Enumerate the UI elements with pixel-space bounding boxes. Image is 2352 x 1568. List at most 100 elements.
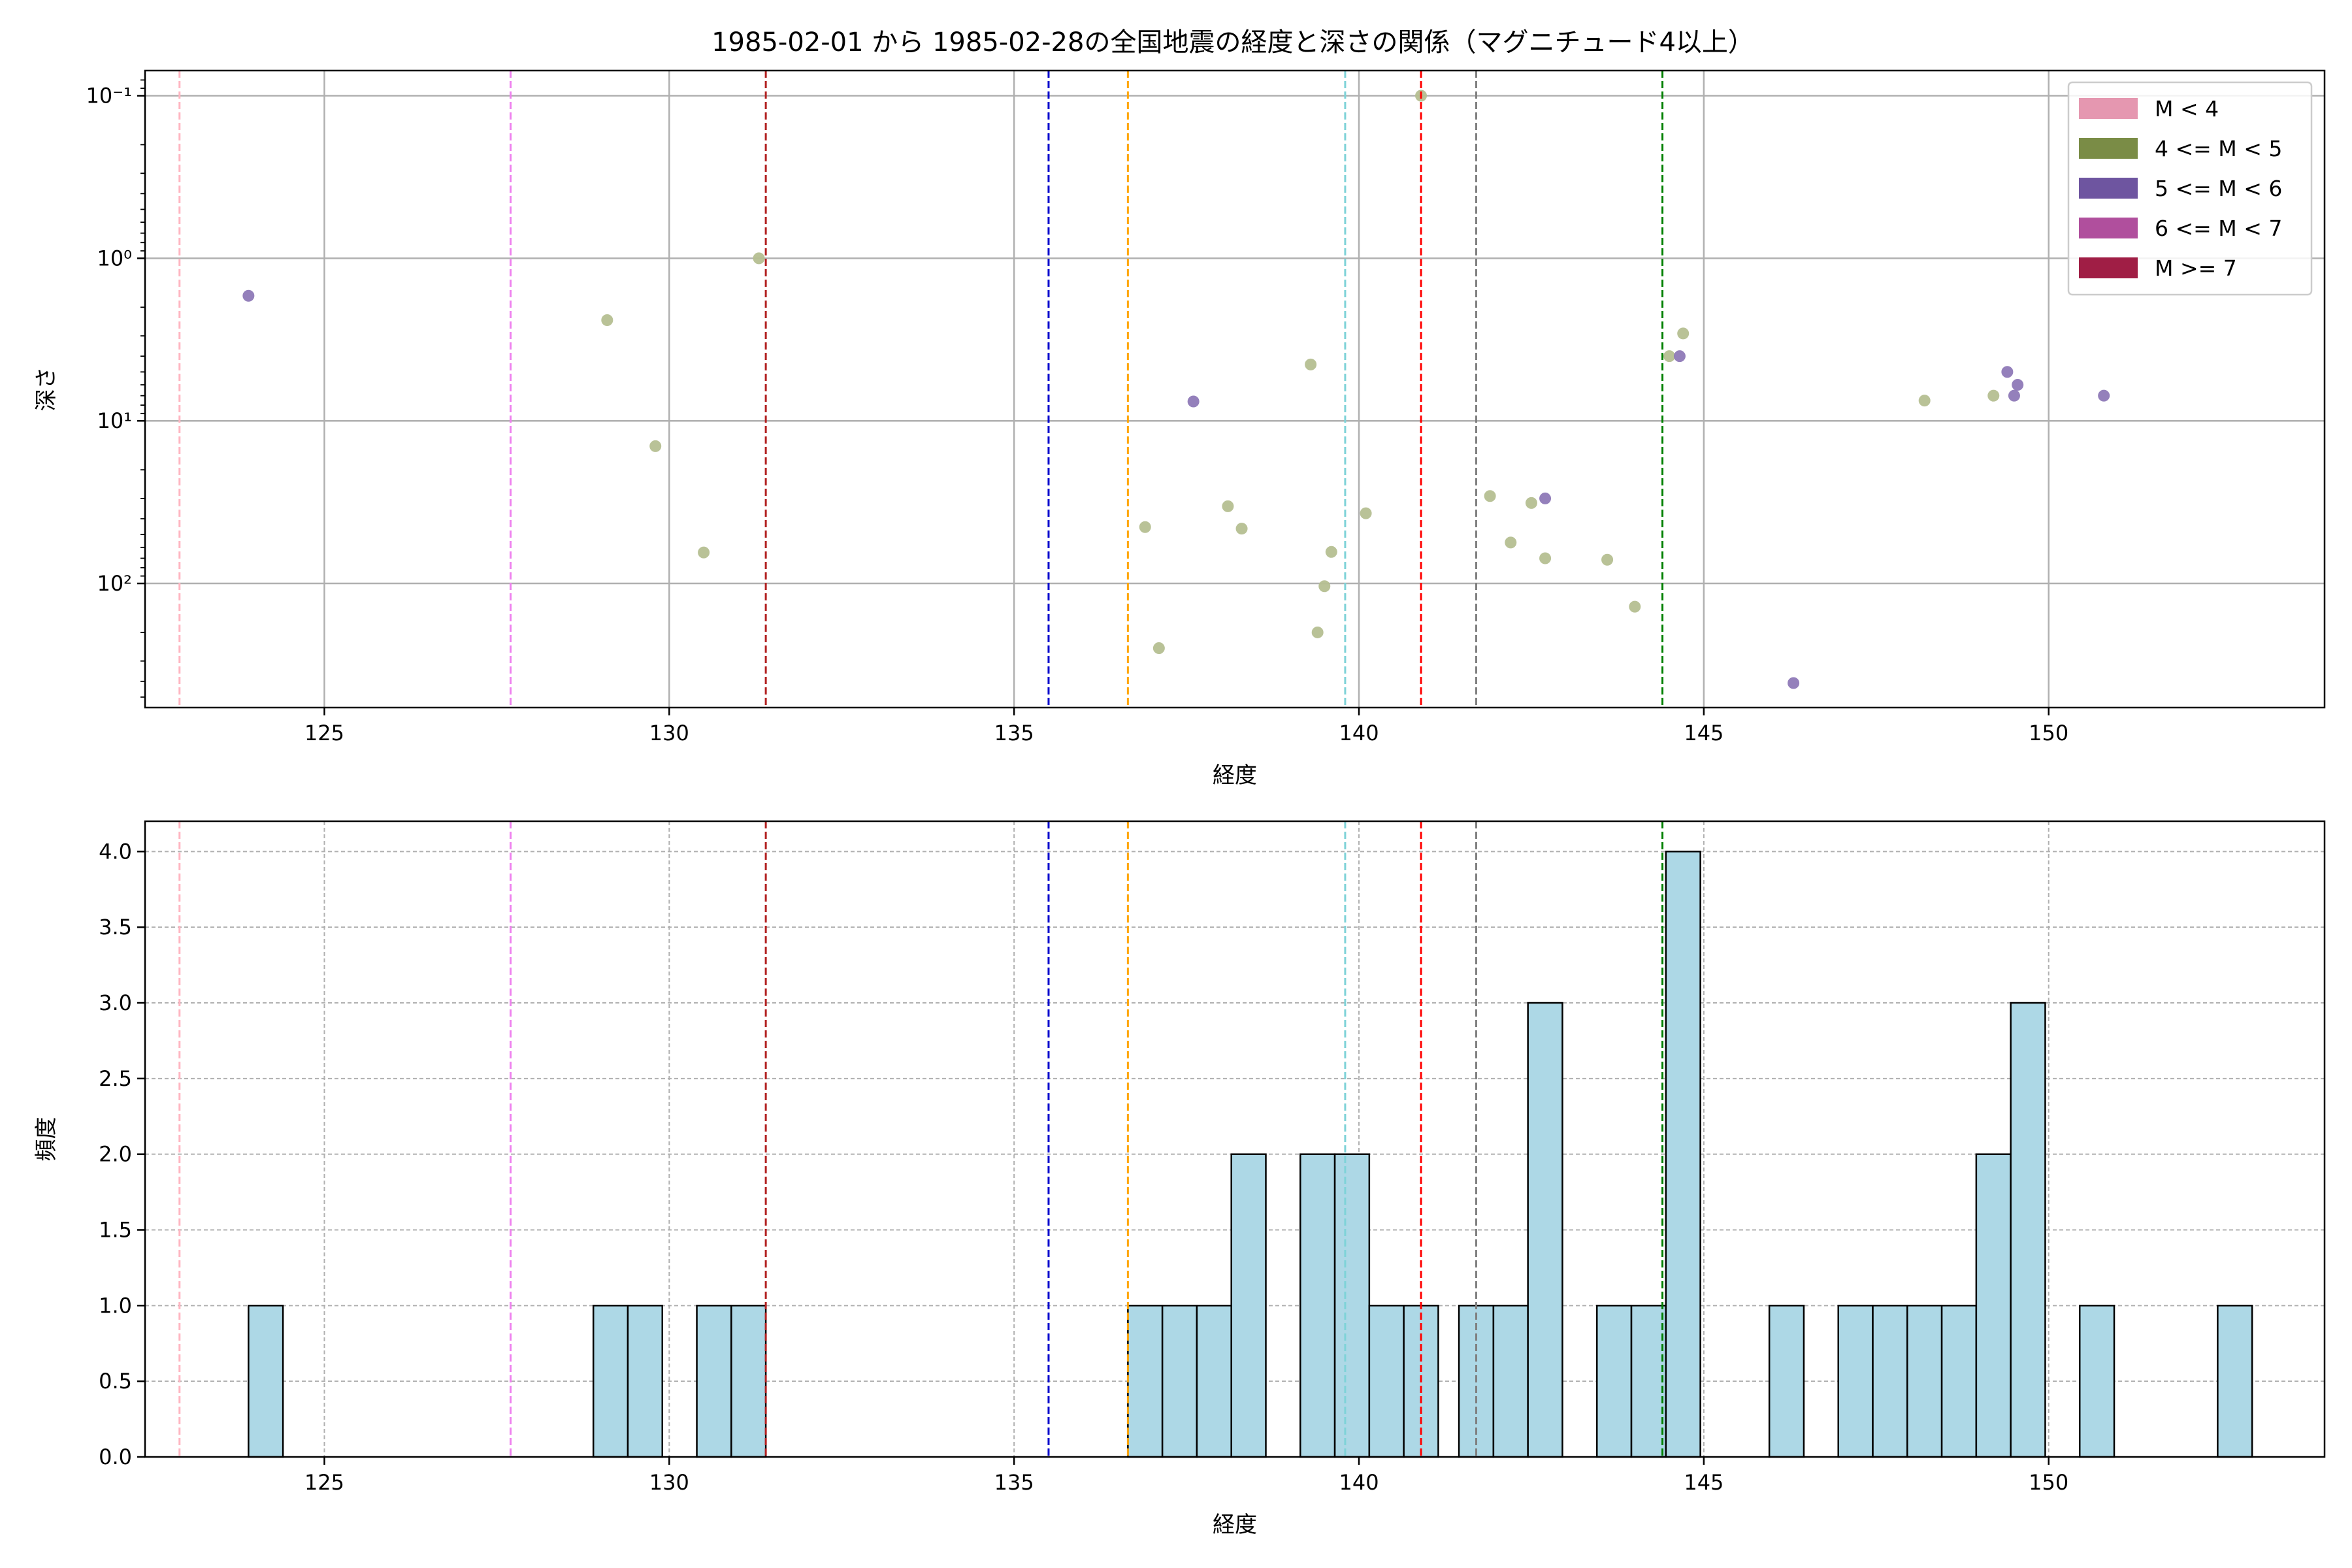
- hist-x-tick-label: 150: [2029, 1470, 2068, 1495]
- histogram-bar: [2217, 1305, 2253, 1458]
- hist-y-tick-label: 1.0: [99, 1293, 132, 1318]
- legend-swatch: [2079, 98, 2138, 119]
- histogram-bar: [2078, 1305, 2115, 1458]
- legend-swatch: [2079, 138, 2138, 159]
- scatter-point-m4: [1663, 350, 1676, 363]
- hist-y-tick-label: 0.5: [99, 1369, 132, 1394]
- legend-label: 4 <= M < 5: [2155, 136, 2282, 161]
- scatter-point-m5: [2012, 379, 2024, 391]
- scatter-point-m4: [1360, 507, 1372, 519]
- scatter-panel: 125 130 135 140 145 150 10⁻¹ 10⁰ 10¹ 10² 経度 深さ M < 4…: [33, 69, 2326, 789]
- scatter-point-m5: [1187, 395, 1200, 408]
- histogram-bar: [1940, 1305, 1978, 1458]
- hist-x-tick-label: 145: [1684, 1470, 1723, 1495]
- scatter-point-m5: [1788, 677, 1800, 689]
- histogram-bar: [696, 1305, 732, 1458]
- scatter-point-m4: [1505, 536, 1517, 549]
- histogram-bar: [1665, 851, 1701, 1458]
- scatter-point-m4: [1305, 358, 1317, 370]
- hist-x-tick-label: 125: [304, 1470, 344, 1495]
- histogram-bar: [1230, 1153, 1267, 1458]
- scatter-point-m4: [1152, 642, 1165, 655]
- scatter-point-m5: [1673, 350, 1686, 363]
- scatter-point-m4: [753, 252, 765, 265]
- x-tick-label: 150: [2029, 721, 2068, 745]
- histogram-bar: [1975, 1153, 2012, 1458]
- hist-x-tick-label: 130: [649, 1470, 689, 1495]
- scatter-point-m4: [1539, 552, 1552, 564]
- chart-title: 1985-02-01 から 1985-02-28の全国地震の経度と深さの関係（マ…: [711, 27, 1754, 57]
- histogram-bar: [1872, 1305, 1908, 1458]
- legend-swatch: [2079, 178, 2138, 199]
- scatter-point-m4: [1629, 600, 1641, 613]
- histogram-bar: [1906, 1305, 1943, 1458]
- hist-y-tick-label: 2.5: [99, 1066, 132, 1091]
- scatter-point-m4: [1311, 626, 1324, 638]
- histogram-bar: [1595, 1305, 1633, 1458]
- legend-swatch: [2079, 257, 2138, 278]
- x-tick-label: 130: [649, 721, 689, 745]
- hist-x-tick-label: 135: [994, 1470, 1034, 1495]
- scatter-point-m5: [2001, 366, 2014, 378]
- y-axis-label: 深さ: [33, 367, 59, 412]
- x-tick-label: 145: [1684, 721, 1723, 745]
- legend-label: M >= 7: [2155, 255, 2237, 281]
- hist-x-tick-label: 140: [1339, 1470, 1379, 1495]
- histogram-bar: [1768, 1305, 1805, 1458]
- histogram-bar: [1630, 1305, 1667, 1458]
- scatter-point-m5: [242, 289, 255, 302]
- histogram-frame: [144, 820, 2326, 1458]
- hist-y-tick-label: 3.5: [99, 915, 132, 939]
- histogram-panel: 125 130 135 140 145 150 0.0 0.5 1.0 1.5 2.0 2.5 3.0 3…: [33, 820, 2326, 1538]
- y-tick-label: 10⁰: [97, 246, 132, 270]
- scatter-point-m4: [1325, 546, 1337, 558]
- histogram-bar: [1368, 1305, 1405, 1458]
- histogram-bar: [1492, 1305, 1529, 1458]
- scatter-point-m4: [1525, 497, 1537, 509]
- scatter-point-m4: [1677, 327, 1690, 340]
- hist-y-tick-label: 3.0: [99, 990, 132, 1015]
- hist-y-tick-label: 2.0: [99, 1142, 132, 1167]
- scatter-point-m4: [601, 314, 613, 326]
- legend-label: M < 4: [2155, 96, 2219, 122]
- scatter-point-m4: [1222, 500, 1234, 512]
- scatter-point-m4: [1484, 490, 1496, 502]
- histogram-bar: [1333, 1153, 1371, 1458]
- scatter-point-m4: [698, 546, 710, 559]
- histogram-bar: [1196, 1305, 1232, 1458]
- histogram-bar: [627, 1305, 664, 1458]
- scatter-point-m5: [2008, 389, 2020, 402]
- histogram-bar: [1527, 1002, 1563, 1458]
- legend-box: [2067, 81, 2313, 296]
- scatter-point-m4: [649, 440, 662, 452]
- scatter-frame: [144, 69, 2326, 709]
- legend-label: 6 <= M < 7: [2155, 216, 2282, 241]
- scatter-point-m4: [1918, 395, 1931, 407]
- legend-label: 5 <= M < 6: [2155, 176, 2282, 201]
- scatter-point-m5: [1539, 492, 1552, 504]
- y-tick-label: 10²: [97, 571, 132, 596]
- scatter-point-m5: [2098, 389, 2110, 402]
- histogram-bar: [1161, 1305, 1198, 1458]
- histogram-bar: [1127, 1305, 1164, 1458]
- histogram-bar: [248, 1305, 284, 1458]
- legend-swatch: [2079, 218, 2138, 238]
- scatter-point-m4: [1139, 521, 1151, 533]
- x-tick-label: 140: [1339, 721, 1379, 745]
- hist-y-tick-label: 4.0: [99, 839, 132, 864]
- hist-y-axis-label: 頻度: [33, 1117, 59, 1162]
- legend: M < 4 4 <= M < 5 5 <= M < 6 6 <= M < 7 M >= …: [2067, 81, 2313, 296]
- x-tick-label: 135: [994, 721, 1034, 745]
- hist-x-axis-label: 経度: [1213, 1512, 1257, 1538]
- hist-y-tick-label: 1.5: [99, 1218, 132, 1243]
- histogram-bar: [592, 1305, 629, 1458]
- scatter-point-m4: [1235, 523, 1248, 535]
- x-tick-label: 125: [304, 721, 344, 745]
- histogram-bar: [1837, 1305, 1874, 1458]
- scatter-point-m4: [1987, 389, 2000, 402]
- histogram-bar: [1299, 1153, 1336, 1458]
- x-axis-label: 経度: [1213, 762, 1257, 789]
- y-tick-label: 10⁻¹: [86, 84, 132, 108]
- histogram-bar: [730, 1305, 767, 1458]
